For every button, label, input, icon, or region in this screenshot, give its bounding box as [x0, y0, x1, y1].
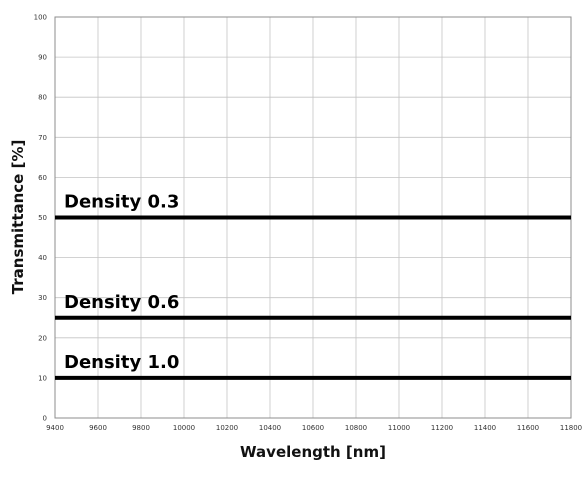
x-tick-label: 11200 — [431, 424, 453, 432]
x-tick-label: 10200 — [216, 424, 238, 432]
x-axis-title: Wavelength [nm] — [240, 443, 386, 461]
y-tick-label: 10 — [38, 374, 47, 382]
y-tick-labels: 0 10 20 30 40 50 60 70 80 90 100 — [34, 14, 47, 423]
y-tick-label: 80 — [38, 94, 47, 102]
x-tick-label: 9800 — [132, 424, 150, 432]
x-tick-label: 11400 — [474, 424, 496, 432]
y-tick-label: 20 — [38, 334, 47, 342]
y-tick-label: 100 — [34, 14, 47, 22]
y-tick-label: 50 — [38, 214, 47, 222]
series-group — [55, 215, 571, 380]
series-labels: Density 0.3 Density 0.6 Density 1.0 — [64, 192, 179, 373]
x-tick-label: 10400 — [259, 424, 281, 432]
series-label: Density 0.3 — [64, 192, 179, 213]
x-tick-label: 10000 — [173, 424, 195, 432]
x-tick-labels: 9400 9600 9800 10000 10200 10400 10600 10800 110… — [46, 424, 582, 432]
y-tick-label: 60 — [38, 174, 47, 182]
series-label: Density 1.0 — [64, 352, 179, 373]
y-tick-label: 40 — [38, 254, 47, 262]
series-label: Density 0.6 — [64, 292, 179, 313]
x-tick-label: 10600 — [302, 424, 324, 432]
y-axis-title: Transmittance [%] — [9, 140, 27, 295]
y-tick-label: 0 — [43, 415, 47, 423]
x-tick-label: 11000 — [388, 424, 410, 432]
x-tick-label: 10800 — [345, 424, 367, 432]
x-tick-label: 9400 — [46, 424, 64, 432]
x-tick-label: 9600 — [89, 424, 107, 432]
x-tick-label: 11600 — [517, 424, 539, 432]
y-tick-label: 30 — [38, 294, 47, 302]
y-tick-label: 70 — [38, 134, 47, 142]
x-tick-label: 11800 — [560, 424, 582, 432]
y-tick-label: 90 — [38, 54, 47, 62]
